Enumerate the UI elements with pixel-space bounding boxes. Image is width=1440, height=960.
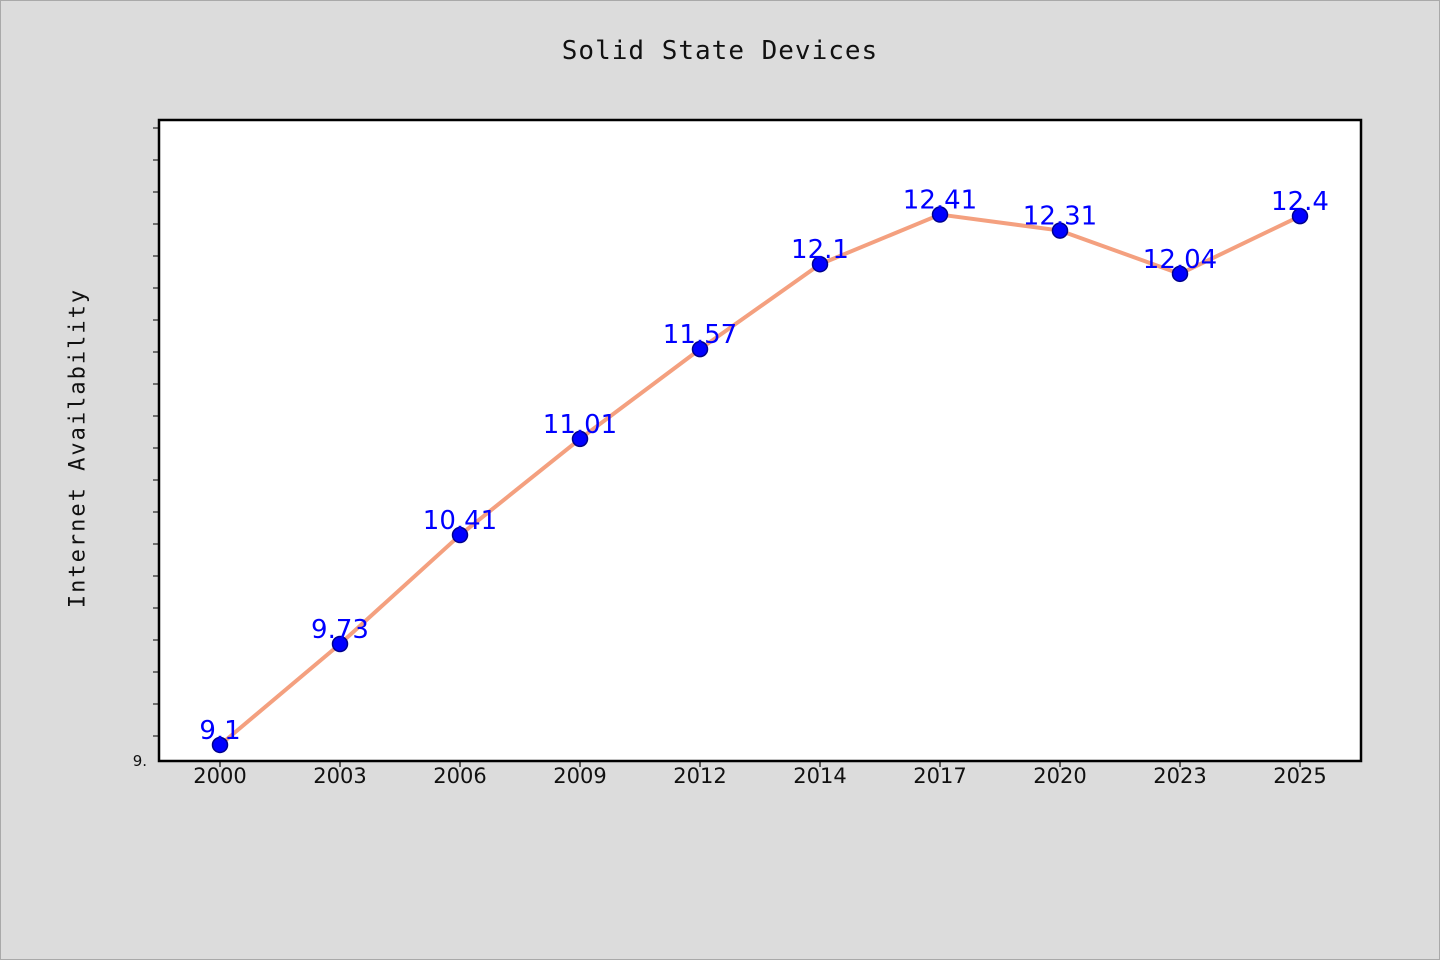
x-tick-label: 2009 [553,764,606,788]
data-label: 9.1 [199,716,240,746]
x-tick-label: 2006 [433,764,486,788]
data-point [451,526,469,544]
x-tick-label: 2000 [193,764,246,788]
data-point [691,340,709,358]
data-point [211,736,229,754]
series-line [218,212,1302,747]
x-tick-label: 2003 [313,764,366,788]
data-label: 12.1 [791,235,849,265]
x-tick-label: 2012 [673,764,726,788]
x-tick-label: 2025 [1273,764,1326,788]
data-label: 9.73 [311,615,369,645]
data-label: 11.57 [663,320,737,350]
data-point [1291,207,1309,225]
data-label: 12.41 [903,186,977,216]
x-axis-ticks: 2000 2003 2006 2009 2012 2014 2017 2020 2023 2025 [193,761,1327,788]
data-point [1051,222,1069,239]
series-group [211,206,1309,754]
x-tick-label: 2014 [793,764,846,788]
plot-area [157,118,1363,763]
data-point [931,206,949,223]
data-point [811,255,829,273]
data-label: 12.31 [1023,202,1097,232]
data-label: 12.04 [1143,245,1217,275]
chart-title: Solid State Devices [561,36,879,66]
data-point [571,430,589,448]
data-label: 11.01 [543,410,617,440]
data-point [1171,265,1189,283]
data-label: 10.41 [423,506,497,536]
data-labels: 9.1 9.73 10.41 11.01 11.57 12.1 12.41 12.31 12.0… [199,186,1329,746]
x-tick-label: 2017 [913,764,966,788]
data-label: 12.4 [1271,187,1329,217]
x-tick-label: 2020 [1033,764,1086,788]
y-axis-ticks: 9. [133,127,159,770]
data-point [331,635,349,653]
x-tick-label: 2023 [1153,764,1206,788]
y-tick-label: 9. [133,752,147,770]
